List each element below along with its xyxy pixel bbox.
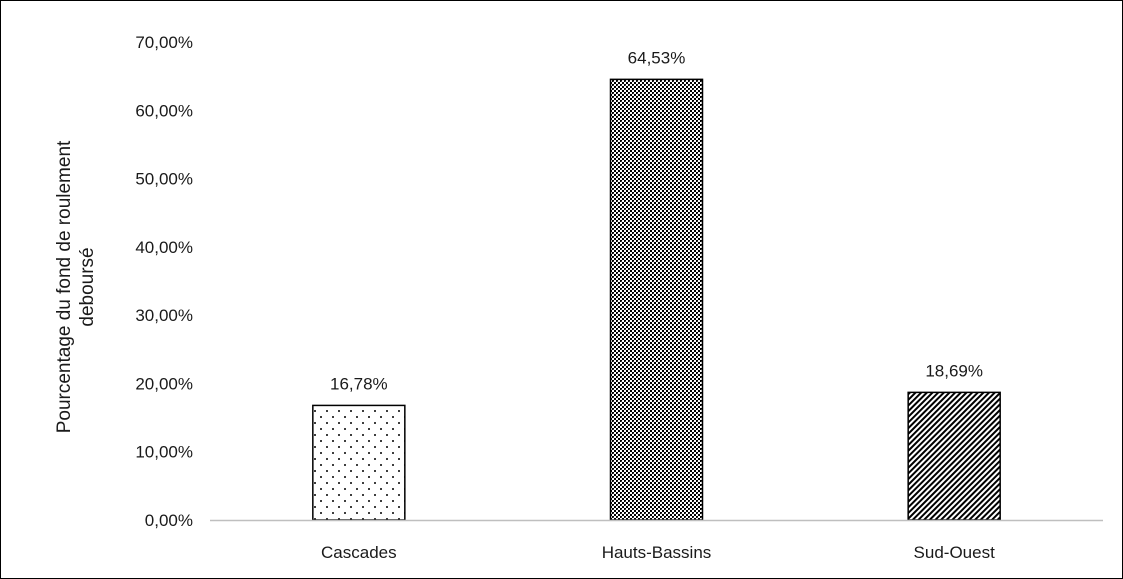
bar-hauts-bassins	[609, 78, 704, 521]
y-axis-ticks: 0,00% 10,00% 20,00% 30,00% 40,00% 50,00% 60,00…	[135, 33, 193, 530]
bar-cascades	[312, 404, 406, 521]
x-category-label: Cascades	[321, 543, 397, 562]
data-label: 16,78%	[330, 374, 388, 393]
y-tick-label: 0,00%	[145, 511, 193, 530]
bars	[312, 78, 1001, 521]
y-tick-label: 70,00%	[135, 33, 193, 52]
y-tick-label: 30,00%	[135, 306, 193, 325]
y-tick-label: 50,00%	[135, 170, 193, 189]
data-labels: 16,78% 64,53% 18,69%	[330, 48, 983, 393]
data-label: 64,53%	[628, 48, 686, 67]
y-tick-label: 60,00%	[135, 101, 193, 120]
y-tick-label: 20,00%	[135, 374, 193, 393]
x-category-label: Hauts-Bassins	[602, 543, 712, 562]
y-axis-title-line-1: Pourcentage du fond de roulement	[54, 140, 75, 433]
x-axis-labels: Cascades Hauts-Bassins Sud-Ouest	[321, 543, 995, 562]
y-axis-title: Pourcentage du fond de roulement debours…	[54, 140, 98, 433]
y-tick-label: 40,00%	[135, 238, 193, 257]
bar-sud-ouest	[907, 391, 1001, 521]
y-axis-title-line-2: deboursé	[77, 247, 98, 326]
y-tick-label: 10,00%	[135, 443, 193, 462]
data-label: 18,69%	[925, 361, 983, 380]
x-category-label: Sud-Ouest	[914, 543, 996, 562]
